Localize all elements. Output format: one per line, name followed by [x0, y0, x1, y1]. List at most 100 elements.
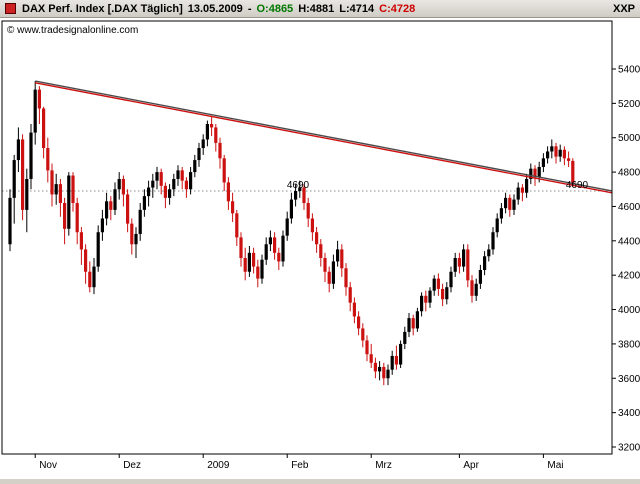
- candle-body[interactable]: [369, 354, 373, 363]
- candle-body[interactable]: [470, 280, 474, 296]
- candle-body[interactable]: [344, 268, 348, 288]
- candle-body[interactable]: [571, 160, 575, 185]
- candle-body[interactable]: [235, 213, 239, 238]
- candle-body[interactable]: [42, 108, 46, 149]
- candle-body[interactable]: [172, 178, 176, 190]
- candle-body[interactable]: [121, 178, 125, 195]
- candlestick-chart[interactable]: 4690 4690 5400 5200 5000 4800 4600 4400 4200 4000…: [0, 18, 640, 479]
- candle-body[interactable]: [79, 232, 83, 250]
- candle-body[interactable]: [277, 252, 281, 262]
- candle-body[interactable]: [294, 190, 298, 200]
- candle-body[interactable]: [478, 270, 482, 284]
- candle-body[interactable]: [96, 232, 100, 267]
- candle-body[interactable]: [138, 209, 142, 234]
- candle-body[interactable]: [436, 278, 440, 289]
- candle-body[interactable]: [109, 201, 113, 210]
- candle-body[interactable]: [558, 149, 562, 157]
- candle-body[interactable]: [487, 249, 491, 257]
- candle-body[interactable]: [84, 249, 88, 272]
- candle-body[interactable]: [331, 261, 335, 284]
- candle-body[interactable]: [33, 89, 37, 133]
- candle-body[interactable]: [394, 355, 398, 365]
- candle-body[interactable]: [491, 232, 495, 250]
- candle-body[interactable]: [428, 290, 432, 303]
- candle-body[interactable]: [499, 208, 503, 219]
- candle-body[interactable]: [126, 194, 130, 224]
- candle-body[interactable]: [323, 258, 327, 272]
- candle-body[interactable]: [113, 189, 117, 210]
- trendline[interactable]: [35, 82, 613, 194]
- candle-body[interactable]: [58, 184, 62, 204]
- candle-body[interactable]: [386, 369, 390, 379]
- candle-body[interactable]: [457, 258, 461, 267]
- candle-body[interactable]: [46, 148, 50, 171]
- candle-body[interactable]: [8, 197, 12, 245]
- candle-body[interactable]: [529, 168, 533, 179]
- candle-body[interactable]: [298, 187, 302, 191]
- candle-body[interactable]: [63, 203, 67, 229]
- candle-body[interactable]: [260, 259, 264, 279]
- candle-body[interactable]: [327, 271, 331, 284]
- candle-body[interactable]: [462, 249, 466, 267]
- candle-body[interactable]: [184, 180, 188, 190]
- candle-body[interactable]: [554, 146, 558, 157]
- candle-body[interactable]: [256, 266, 260, 279]
- candle-body[interactable]: [441, 288, 445, 300]
- candle-body[interactable]: [537, 166, 541, 178]
- candle-body[interactable]: [420, 295, 424, 312]
- candle-body[interactable]: [310, 218, 314, 233]
- candle-body[interactable]: [340, 249, 344, 269]
- candle-body[interactable]: [306, 203, 310, 219]
- candle-body[interactable]: [218, 142, 222, 159]
- candle-body[interactable]: [180, 170, 184, 181]
- candle-body[interactable]: [163, 185, 167, 198]
- candle-body[interactable]: [268, 237, 272, 245]
- candle-body[interactable]: [159, 172, 163, 186]
- candle-body[interactable]: [29, 132, 33, 179]
- candle-body[interactable]: [319, 244, 323, 258]
- candle-body[interactable]: [466, 249, 470, 281]
- candle-body[interactable]: [352, 302, 356, 317]
- candle-body[interactable]: [264, 244, 268, 260]
- candle-body[interactable]: [399, 343, 403, 365]
- candle-body[interactable]: [378, 366, 382, 372]
- candle-body[interactable]: [336, 249, 340, 262]
- candle-body[interactable]: [193, 160, 197, 173]
- candle-body[interactable]: [54, 184, 58, 195]
- candle-body[interactable]: [147, 187, 151, 197]
- candle-body[interactable]: [516, 187, 520, 200]
- candle-body[interactable]: [285, 218, 289, 236]
- chart-area[interactable]: © www.tradesignalonline.com 4690 4690 5400…: [0, 18, 640, 479]
- candle-body[interactable]: [75, 203, 79, 233]
- candle-body[interactable]: [155, 172, 159, 181]
- candle-body[interactable]: [117, 178, 121, 190]
- candle-body[interactable]: [533, 168, 537, 178]
- candle-body[interactable]: [239, 237, 243, 258]
- candle-body[interactable]: [222, 158, 226, 183]
- candle-body[interactable]: [151, 180, 155, 188]
- candle-body[interactable]: [525, 178, 529, 193]
- candle-body[interactable]: [176, 170, 180, 179]
- candle-body[interactable]: [205, 123, 209, 140]
- candle-body[interactable]: [411, 318, 415, 329]
- candle-body[interactable]: [390, 355, 394, 370]
- candle-body[interactable]: [16, 139, 20, 161]
- candle-body[interactable]: [71, 175, 75, 204]
- candle-body[interactable]: [315, 232, 319, 245]
- candle-body[interactable]: [403, 331, 407, 344]
- candle-body[interactable]: [550, 146, 554, 152]
- candle-body[interactable]: [424, 295, 428, 303]
- candle-body[interactable]: [415, 311, 419, 329]
- candle-body[interactable]: [453, 258, 457, 272]
- candle-body[interactable]: [512, 199, 516, 210]
- candle-body[interactable]: [50, 170, 54, 195]
- candle-body[interactable]: [142, 196, 146, 210]
- candle-body[interactable]: [189, 172, 193, 190]
- candle-body[interactable]: [130, 223, 134, 245]
- candle-body[interactable]: [247, 252, 251, 272]
- candle-body[interactable]: [214, 127, 218, 143]
- candle-body[interactable]: [168, 189, 172, 198]
- candle-body[interactable]: [243, 258, 247, 272]
- candle-body[interactable]: [12, 160, 16, 198]
- candle-body[interactable]: [546, 151, 550, 159]
